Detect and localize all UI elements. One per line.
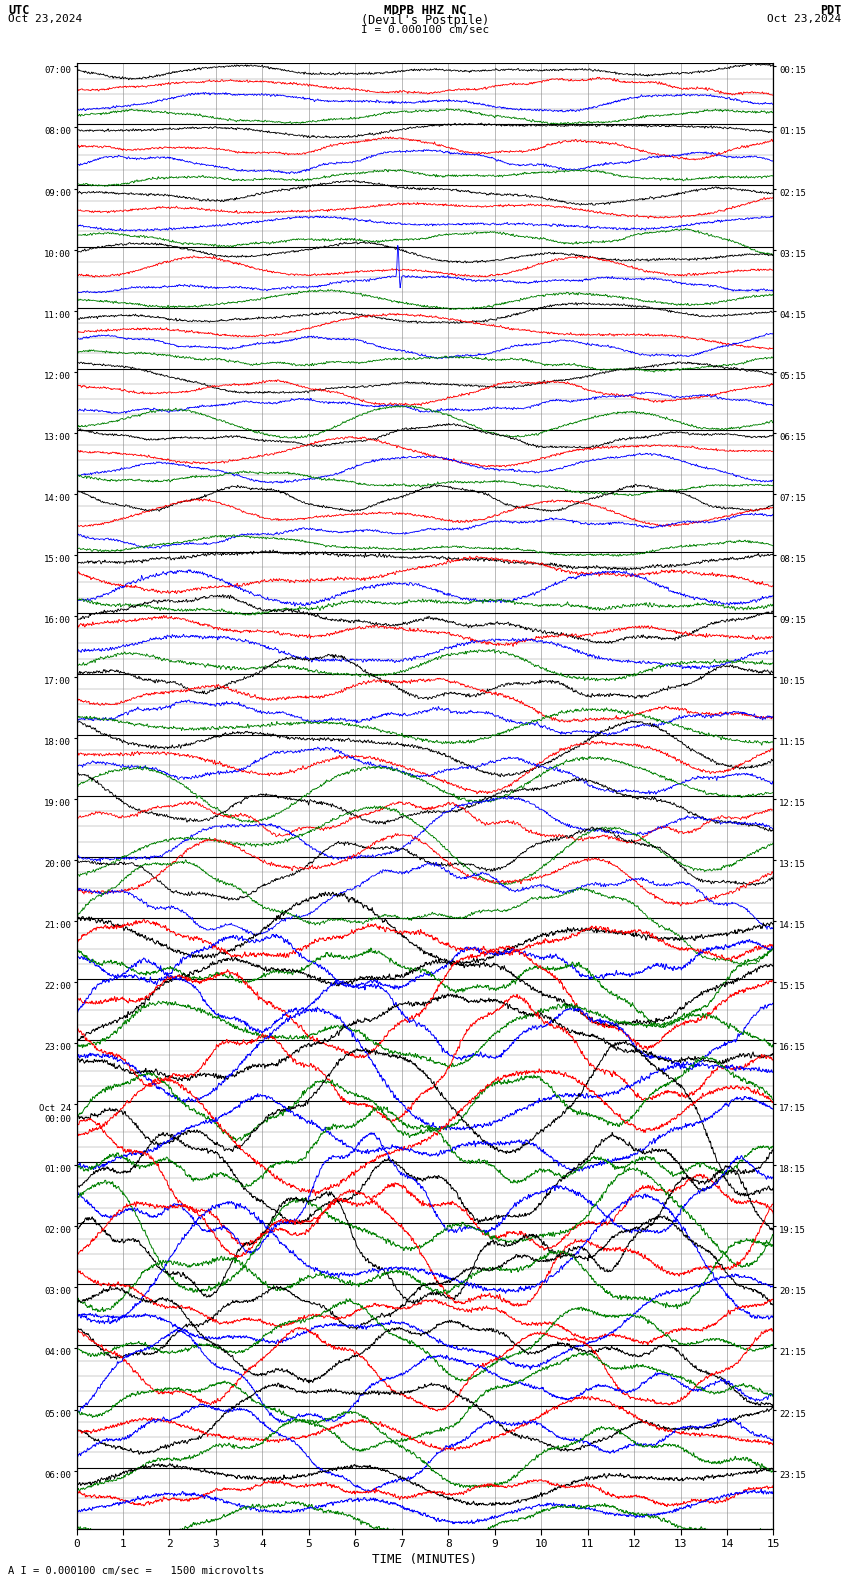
Text: MDPB HHZ NC: MDPB HHZ NC [383,3,467,17]
Text: Oct 23,2024: Oct 23,2024 [8,14,82,24]
Text: (Devil's Postpile): (Devil's Postpile) [361,14,489,27]
Text: PDT: PDT [820,3,842,17]
Text: UTC: UTC [8,3,30,17]
Text: A I = 0.000100 cm/sec =   1500 microvolts: A I = 0.000100 cm/sec = 1500 microvolts [8,1567,264,1576]
X-axis label: TIME (MINUTES): TIME (MINUTES) [372,1554,478,1567]
Text: I = 0.000100 cm/sec: I = 0.000100 cm/sec [361,24,489,35]
Text: Oct 23,2024: Oct 23,2024 [768,14,842,24]
